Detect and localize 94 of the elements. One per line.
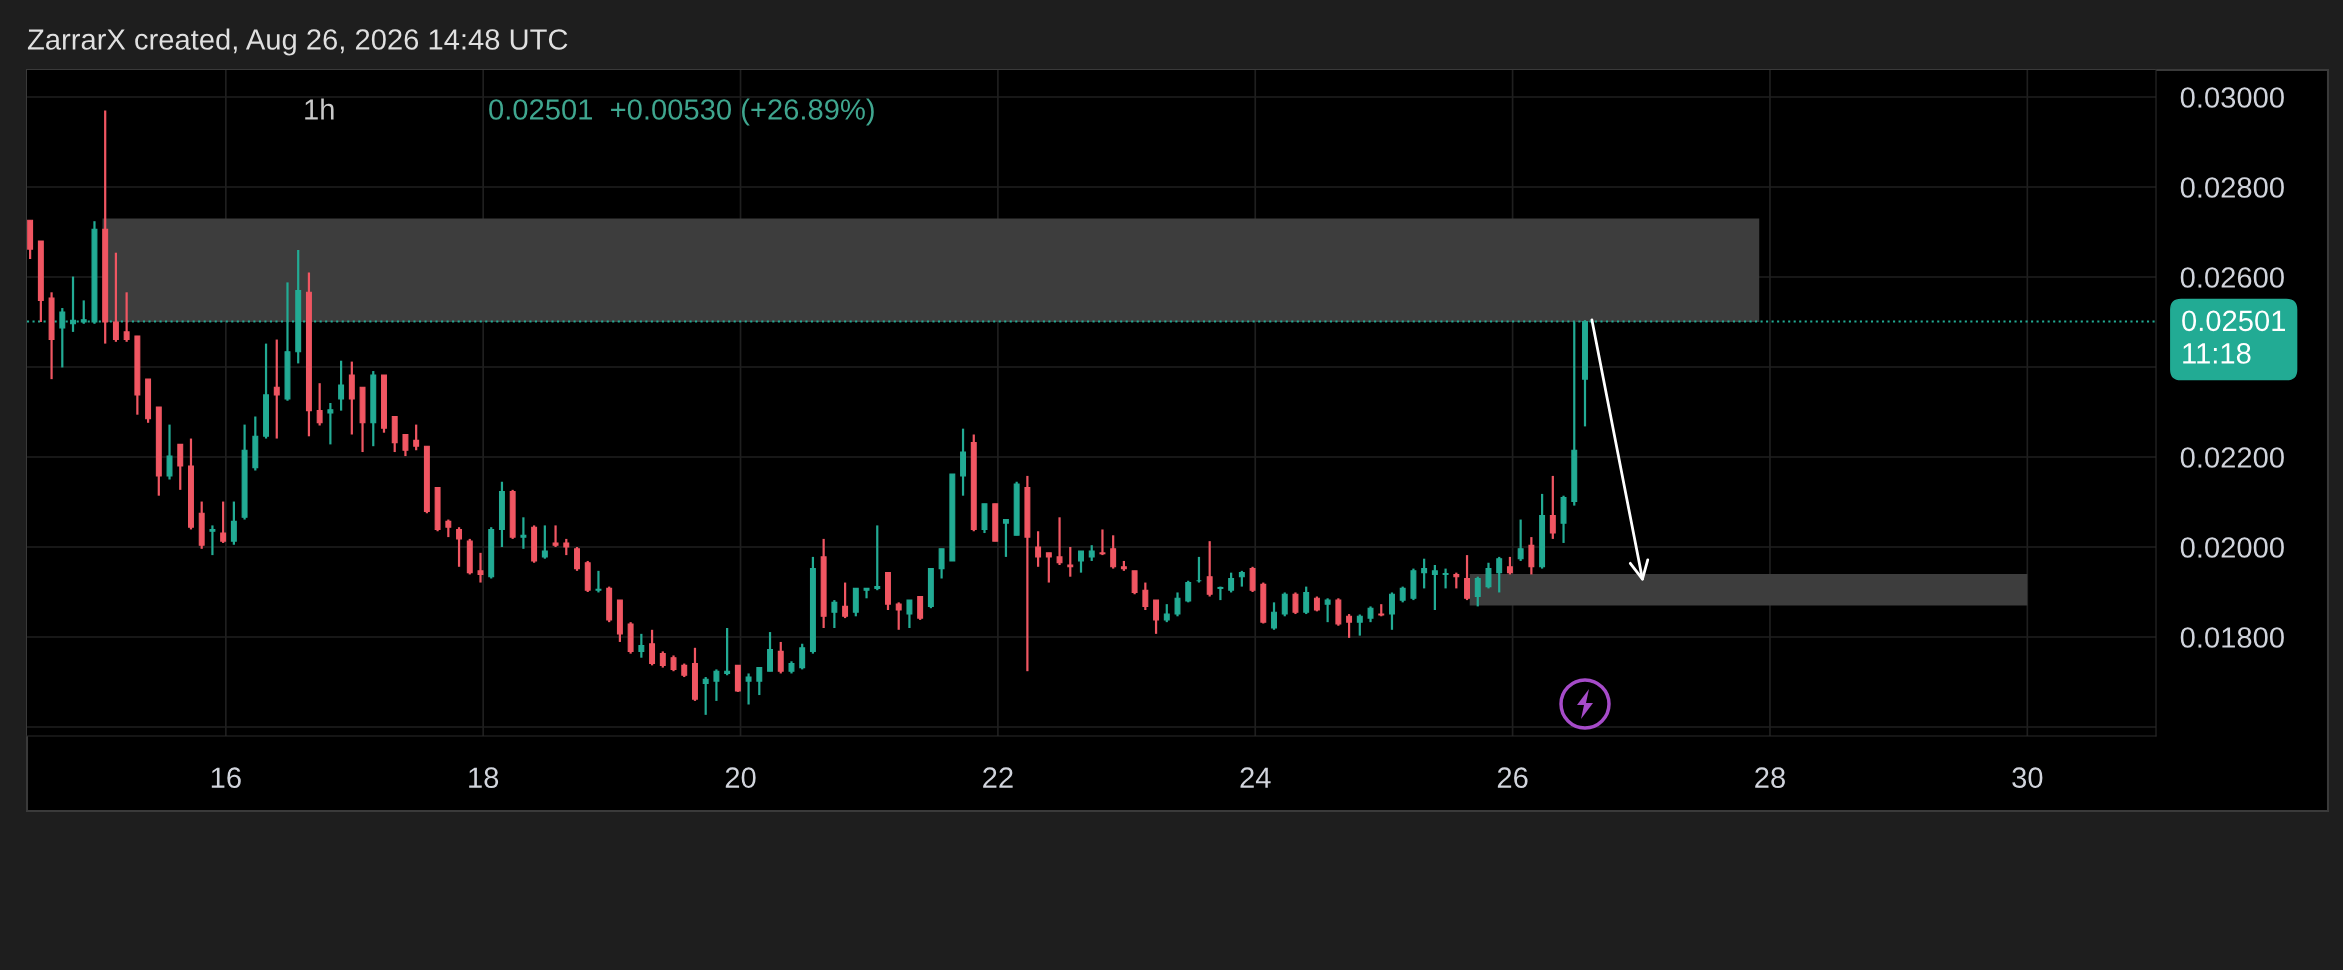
candlestick [1045, 551, 1052, 584]
y-tick-label: 0.01800 [2180, 627, 2284, 648]
candlestick [1002, 518, 1009, 559]
candlestick [402, 433, 409, 458]
candlestick [123, 291, 130, 343]
candlestick [1431, 563, 1438, 612]
x-tick-label: 26 [1497, 767, 1528, 788]
candlestick [745, 672, 752, 706]
candlestick [574, 545, 580, 572]
candlestick [1474, 575, 1481, 608]
candlestick [1078, 549, 1084, 574]
candlestick [777, 640, 784, 675]
y-tick-label: 0.02200 [2180, 447, 2284, 468]
candlestick [1281, 591, 1288, 618]
candlestick [1228, 571, 1235, 594]
candlestick [348, 360, 355, 436]
candlestick [702, 675, 709, 716]
candlestick [1035, 530, 1042, 568]
candlestick [1528, 535, 1535, 576]
candlestick [177, 443, 184, 491]
y-tick-label: 0.02800 [2180, 177, 2284, 198]
x-tick-label: 18 [469, 767, 499, 788]
candlestick [906, 598, 913, 630]
y-tick-label: 0.03000 [2180, 87, 2284, 108]
candlestick [1067, 545, 1074, 578]
x-tick-label: 28 [1755, 767, 1785, 788]
candlestick [917, 595, 924, 622]
candlestick [863, 587, 870, 600]
x-tick-label: 24 [1240, 767, 1271, 788]
candlestick [230, 500, 237, 546]
candlestick [1442, 567, 1449, 590]
candlestick [842, 581, 849, 620]
candlestick [1206, 540, 1213, 598]
y-tick-label: 0.02000 [2180, 537, 2284, 558]
candlestick [1356, 613, 1363, 637]
text: 1h [305, 98, 334, 120]
y-tick-label: 0.02600 [2180, 267, 2284, 288]
candlestick [1056, 516, 1063, 567]
candlestick [874, 524, 881, 592]
x-tick-label: 30 [2012, 767, 2043, 788]
candlestick [649, 628, 656, 667]
candlestick [1335, 597, 1342, 627]
candlestick [166, 423, 173, 481]
candlestick [273, 338, 280, 440]
candlestick [552, 524, 559, 549]
candlestick [316, 382, 323, 427]
candlestick [895, 601, 902, 631]
candlestick [477, 551, 484, 584]
candlestick [1142, 581, 1149, 612]
x-tick-label: 20 [725, 767, 756, 788]
x-tick-label: 22 [983, 767, 1013, 788]
candlestick [1549, 474, 1556, 541]
candlestick [1271, 601, 1277, 631]
candlestick [831, 598, 838, 630]
candlestick [1174, 591, 1181, 618]
candlestick [1292, 591, 1299, 616]
candlestick [1131, 569, 1138, 596]
candlestick [209, 524, 216, 557]
candlestick [338, 359, 345, 412]
candlestick [1346, 612, 1353, 640]
candlestick [1303, 585, 1310, 616]
ref-line-label: 0.02501 11:18 [2182, 310, 2286, 364]
candlestick [1421, 557, 1428, 590]
text: ZarrarX created, Aug 26, 2026 14:48 UTC [27, 28, 568, 56]
x-tick-label: 16 [211, 767, 241, 788]
candlestick [799, 642, 806, 671]
candlestick [1485, 561, 1492, 590]
candlestick [520, 516, 527, 550]
candlestick [852, 587, 859, 618]
candlestick [413, 423, 420, 452]
candlestick [1153, 598, 1160, 635]
candlestick [112, 251, 119, 343]
candlestick [1517, 518, 1524, 563]
text: 0.02501 +0.00530 (+26.89%) [489, 98, 874, 126]
candlestick [220, 500, 227, 545]
candlestick [1389, 591, 1395, 631]
candlestick [1324, 597, 1331, 624]
candlestick [756, 666, 763, 697]
candlestick [1496, 555, 1503, 594]
candlestick [1464, 553, 1471, 602]
candlestick [713, 668, 720, 703]
candlestick [724, 626, 731, 677]
candlestick [1217, 585, 1224, 602]
candlestick [938, 547, 945, 580]
candlestick [767, 630, 773, 673]
candlestick [541, 524, 548, 560]
candlestick [456, 526, 463, 568]
candlestick [595, 569, 602, 594]
candlestick [1099, 528, 1106, 557]
candlestick [327, 401, 334, 446]
candlestick [1249, 565, 1256, 594]
candlestick [638, 632, 645, 659]
candlestick [960, 427, 967, 497]
candlestick [1110, 534, 1117, 570]
